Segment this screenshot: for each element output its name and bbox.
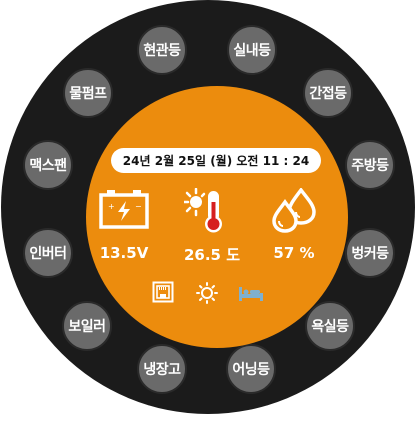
water-drops-icon [272,188,316,233]
button-silnaedeung[interactable]: 실내등 [227,25,277,75]
bed-icon[interactable] [238,285,264,303]
button-naengjanggo[interactable]: 냉장고 [137,344,187,394]
datetime-display: 24년 2월 25일 (월) 오전 11 : 24 [111,148,321,173]
button-hyeongwandeung[interactable]: 현관등 [137,25,187,75]
button-maxfan[interactable]: 맥스팬 [23,140,73,190]
ethernet-port-icon[interactable] [152,281,174,303]
button-boileo[interactable]: 보일러 [62,301,112,351]
humidity-value: 57 % [273,244,315,262]
button-ganjeopdeung[interactable]: 간접등 [303,68,353,118]
sun-icon[interactable] [196,282,218,304]
button-inverter[interactable]: 인버터 [23,228,73,278]
button-jubangdeung[interactable]: 주방등 [345,140,395,190]
battery-icon: + − [99,190,149,229]
button-eoningdeung[interactable]: 어닝등 [226,344,276,394]
button-beongkeodeung[interactable]: 벙커등 [345,228,395,278]
svg-text:−: − [135,202,142,211]
battery-voltage: 13.5V [99,244,149,262]
thermometer-sun-icon [184,188,222,233]
button-mulpump[interactable]: 물펌프 [63,68,113,118]
temperature-value: 26.5 도 [183,246,241,264]
button-yoksildeung[interactable]: 욕실등 [305,301,355,351]
svg-text:+: + [108,202,115,211]
